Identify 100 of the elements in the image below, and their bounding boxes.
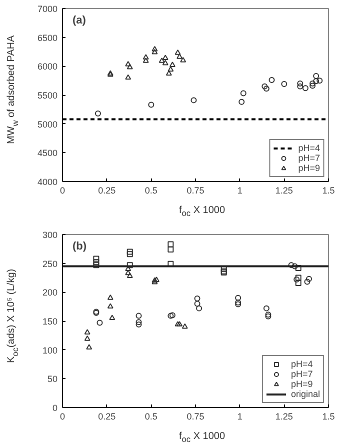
legend-label: original [290,389,320,399]
point [176,54,183,59]
y-tick-label: 4000 [37,177,58,187]
point [86,344,92,350]
point [174,50,181,55]
point [166,70,172,76]
point [263,305,270,312]
point [297,80,304,86]
y-tick-label: 150 [42,316,58,326]
x-tick-label: 0.5 [144,412,158,422]
point [93,262,100,268]
x-tick-label: 0.5 [144,186,158,196]
point [190,97,197,104]
point [94,110,101,116]
legend-label: pH=4 [298,143,320,153]
point [238,98,245,105]
point [182,323,188,329]
y-tick-label: 6500 [37,32,58,43]
y-tick-label: 200 [42,288,58,298]
point [168,241,174,248]
point [180,57,186,62]
point [306,276,312,282]
x-tick-label: 1.5 [322,412,335,422]
point [310,82,316,89]
point [304,278,310,285]
legend-label: pH=7 [290,369,313,379]
x-axis-title: f$_{oc}$ X 1000 [178,430,226,445]
point [126,262,133,268]
point [174,321,181,326]
point [109,314,116,320]
y-tick-label: 100 [42,345,58,356]
point [196,305,202,312]
legend-label: pH=9 [290,379,313,389]
point [194,296,200,302]
point [126,248,133,255]
point [162,54,168,60]
x-tick-label: 0 [60,412,66,422]
point [158,58,165,63]
point [142,58,149,63]
x-tick-label: 1 [237,186,242,196]
x-tick-label: 1.25 [275,412,293,422]
x-tick-label: 0.25 [98,412,116,422]
point [84,329,90,334]
y-tick-label: 250 [42,258,58,269]
x-tick-label: 0.75 [186,186,204,196]
point [262,83,268,90]
point [152,46,158,52]
point [240,90,246,96]
legend-label: pH=4 [290,359,313,369]
x-tick-label: 0.25 [98,186,116,196]
point [194,300,200,307]
point [148,102,154,108]
point [281,81,288,88]
y-tick-label: 50 [47,374,58,384]
annotation: (b) [72,240,87,252]
x-axis-title: f$_{oc}$ X 1000 [178,204,226,220]
point [297,83,304,90]
x-tick-label: 1.25 [275,186,293,196]
y-tick-label: 300 [42,230,58,240]
point [84,335,90,341]
point [93,256,100,262]
point [126,251,133,258]
point [313,78,320,84]
legend-label: pH=7 [298,153,320,163]
point [302,85,308,92]
point [288,262,294,268]
point [176,321,183,326]
legend-label: pH=9 [298,163,320,173]
point [136,321,142,328]
point [96,320,103,326]
y-tick-label: 4500 [37,148,58,158]
point [292,263,298,270]
point [125,61,132,66]
y-tick-label: 5000 [37,119,58,130]
point [162,60,168,66]
point [295,280,302,286]
point [107,294,114,300]
point [235,294,242,301]
x-tick-label: 1.5 [322,186,335,196]
point [136,312,142,319]
point [126,64,133,70]
point [168,246,174,252]
point [107,303,114,309]
point [316,78,323,84]
point [125,74,132,80]
point [313,72,320,79]
point [310,80,316,86]
y-tick-label: 5500 [37,90,58,100]
point [93,259,100,266]
point [268,77,275,83]
point [126,272,133,278]
x-tick-label: 0 [60,186,66,196]
y-tick-label: 7000 [37,4,58,14]
point [142,54,149,60]
x-tick-label: 1 [237,412,242,422]
point [136,319,142,326]
y-tick-label: 0 [52,403,58,413]
point [263,86,270,92]
x-tick-label: 0.75 [186,412,204,422]
point [152,48,158,54]
